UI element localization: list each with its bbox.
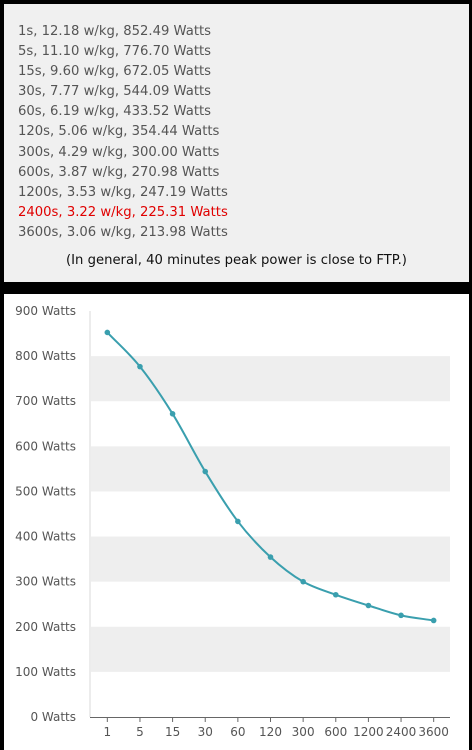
y-tick-label: 300 Watts: [15, 575, 76, 589]
stat-line: 120s, 5.06 w/kg, 354.44 Watts: [18, 124, 220, 140]
stat-line: 1200s, 3.53 w/kg, 247.19 Watts: [18, 184, 228, 200]
y-tick-label: 100 Watts: [15, 665, 76, 679]
stat-line: 60s, 6.19 w/kg, 433.52 Watts: [18, 104, 212, 120]
y-tick-label: 200 Watts: [15, 620, 76, 634]
x-tick-label: 1200: [353, 725, 384, 739]
grid-band: [91, 356, 450, 402]
data-point: [300, 578, 306, 585]
y-tick-label: 400 Watts: [15, 530, 76, 544]
power-curve-chart: 0 Watts 100 Watts 200 Watts 300 Watts 400 Wa…: [15, 304, 450, 739]
y-tick-label: 900 Watts: [15, 304, 76, 318]
grid-band: [91, 626, 450, 672]
ftp-note: (In general, 40 minutes peak power is cl…: [66, 253, 407, 268]
x-tick-label: 2400: [386, 725, 417, 739]
data-point: [332, 591, 339, 598]
data-point: [430, 617, 437, 624]
stat-line: 300s, 4.29 w/kg, 300.00 Watts: [18, 144, 220, 160]
stat-line: 5s, 11.10 w/kg, 776.70 Watts: [18, 44, 212, 60]
stat-list: 1s, 12.18 w/kg, 852.49 Watts 5s, 11.10 w/…: [18, 22, 228, 243]
stat-line: 3600s, 3.06 w/kg, 213.98 Watts: [18, 224, 228, 240]
stat-line-highlighted: 2400s, 3.22 w/kg, 225.31 Watts: [18, 204, 228, 220]
stat-line: 1s, 12.18 w/kg, 852.49 Watts: [18, 24, 212, 39]
stat-line: 15s, 9.60 w/kg, 672.05 Watts: [18, 64, 212, 80]
x-tick-label: 1: [103, 725, 111, 739]
power-curve-chart-panel: 0 Watts 100 Watts 200 Watts 300 Watts 400 Wa…: [4, 294, 469, 750]
stat-line: 30s, 7.77 w/kg, 544.09 Watts: [18, 84, 212, 100]
data-point: [202, 468, 209, 475]
x-tick-label: 30: [198, 725, 213, 739]
stat-line: 600s, 3.87 w/kg, 270.98 Watts: [18, 164, 220, 180]
x-tick-label: 60: [230, 725, 245, 739]
grid-band: [91, 446, 450, 492]
data-point: [365, 602, 372, 609]
x-tick-label: 300: [292, 725, 315, 739]
power-summary-panel: 1s, 12.18 w/kg, 852.49 Watts 5s, 11.10 w/…: [4, 4, 469, 282]
data-point: [267, 554, 274, 560]
x-tick-label: 3600: [418, 725, 449, 739]
data-point: [398, 612, 404, 619]
y-tick-label: 800 Watts: [15, 349, 76, 363]
x-tick-label: 600: [324, 725, 347, 739]
x-tick-label: 120: [259, 725, 282, 739]
data-point: [104, 329, 111, 336]
y-tick-label: 500 Watts: [15, 484, 76, 498]
y-tick-label: 0 Watts: [30, 710, 76, 724]
y-tick-label: 600 Watts: [15, 439, 76, 453]
data-point: [169, 411, 176, 417]
y-tick-label: 700 Watts: [15, 394, 76, 408]
x-tick-label: 15: [165, 725, 180, 739]
data-point: [235, 518, 241, 525]
data-point: [137, 363, 143, 370]
x-tick-label: 5: [136, 725, 144, 739]
